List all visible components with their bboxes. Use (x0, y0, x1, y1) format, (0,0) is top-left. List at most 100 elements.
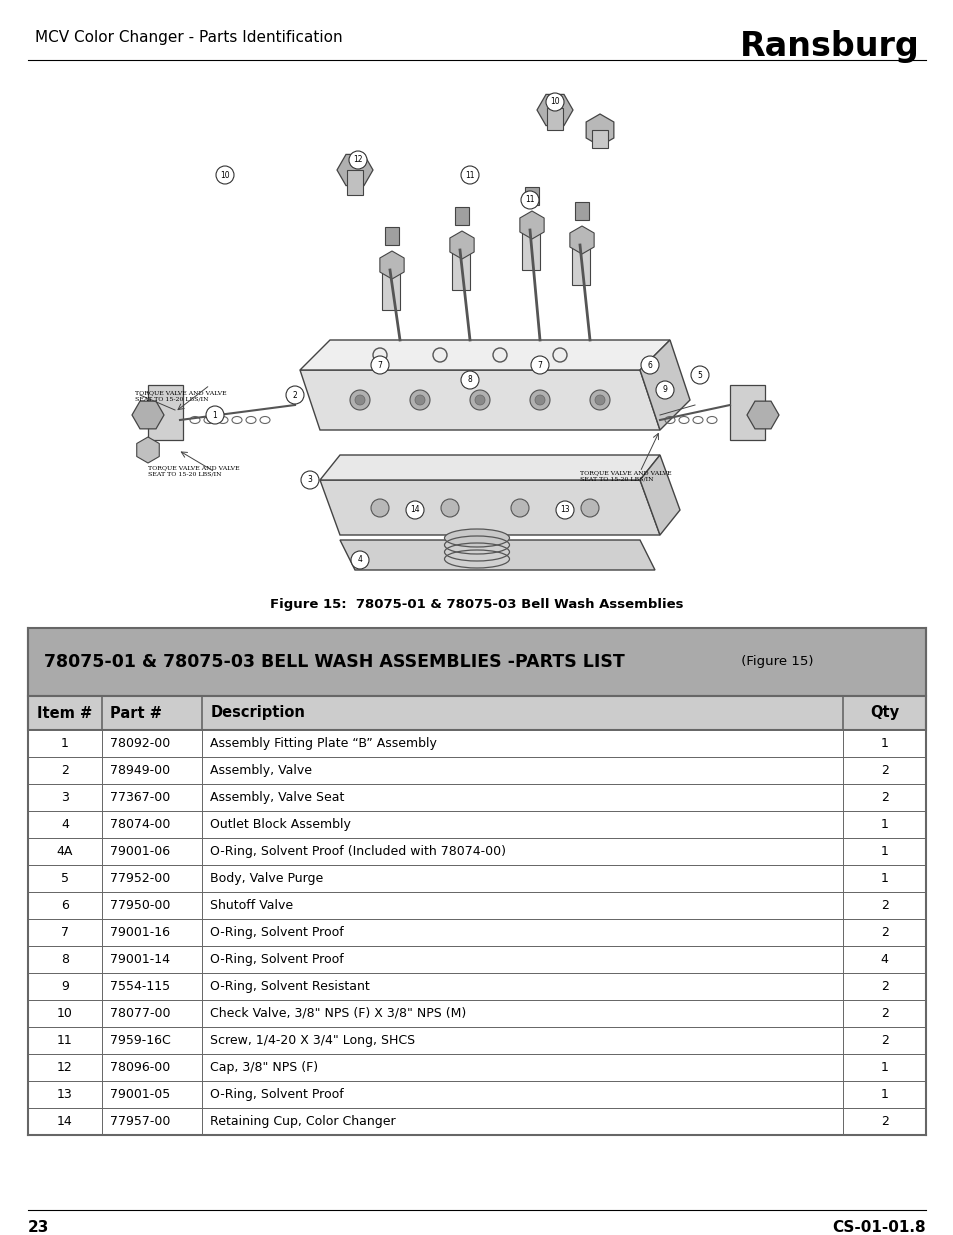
Bar (28, 811, 925, 839)
Text: 2: 2 (880, 790, 887, 804)
Bar (572, 245, 589, 285)
Circle shape (350, 390, 370, 410)
Bar (28, 864, 925, 892)
Bar (148, 385, 183, 440)
Text: 12: 12 (353, 156, 362, 164)
Circle shape (371, 356, 389, 374)
Circle shape (301, 471, 318, 489)
Text: O-Ring, Solvent Proof: O-Ring, Solvent Proof (210, 926, 344, 939)
Text: Qty: Qty (869, 705, 899, 720)
Text: 4: 4 (61, 818, 69, 831)
Circle shape (215, 165, 233, 184)
Polygon shape (450, 231, 474, 259)
Text: 10: 10 (550, 98, 559, 106)
Text: 77367-00: 77367-00 (110, 790, 170, 804)
Text: 11: 11 (525, 195, 535, 205)
Bar (28, 919, 925, 946)
Circle shape (535, 395, 544, 405)
Circle shape (410, 390, 430, 410)
Bar (546, 107, 562, 130)
Text: 7: 7 (377, 361, 382, 369)
Circle shape (286, 387, 304, 404)
Bar (347, 170, 363, 195)
Polygon shape (639, 340, 689, 430)
Text: MCV Color Changer - Parts Identification: MCV Color Changer - Parts Identification (35, 30, 342, 44)
Circle shape (355, 395, 365, 405)
Polygon shape (132, 401, 164, 429)
Text: 8: 8 (61, 953, 69, 966)
Text: 5: 5 (61, 872, 69, 885)
Bar (28, 1108, 925, 1135)
Text: 3: 3 (307, 475, 313, 484)
Text: Assembly, Valve: Assembly, Valve (210, 764, 312, 777)
Text: 7: 7 (537, 361, 542, 369)
Bar (575, 203, 588, 220)
Text: TORQUE VALVE AND VALVE
SEAT TO 15-20 LBS/IN: TORQUE VALVE AND VALVE SEAT TO 15-20 LBS… (135, 390, 227, 401)
Text: 1: 1 (880, 1061, 887, 1074)
Circle shape (545, 93, 563, 111)
Text: 79001-14: 79001-14 (110, 953, 170, 966)
Text: 5: 5 (697, 370, 701, 379)
Text: 10: 10 (220, 170, 230, 179)
Circle shape (371, 499, 389, 517)
Text: 2: 2 (880, 899, 887, 911)
Text: TORQUE VALVE AND VALVE
SEAT TO 15-20 LBS/IN: TORQUE VALVE AND VALVE SEAT TO 15-20 LBS… (579, 471, 671, 482)
Polygon shape (379, 251, 404, 279)
Polygon shape (569, 226, 594, 254)
Text: 13: 13 (57, 1088, 72, 1100)
Polygon shape (639, 454, 679, 535)
Text: 1: 1 (880, 872, 887, 885)
Text: 78075-01 & 78075-03 BELL WASH ASSEMBLIES -PARTS LIST: 78075-01 & 78075-03 BELL WASH ASSEMBLIES… (44, 653, 624, 671)
Circle shape (460, 165, 478, 184)
Text: 6: 6 (647, 361, 652, 369)
Text: 79001-16: 79001-16 (110, 926, 170, 939)
Text: 1: 1 (880, 1088, 887, 1100)
Text: O-Ring, Solvent Proof (Included with 78074-00): O-Ring, Solvent Proof (Included with 780… (210, 845, 506, 858)
Circle shape (531, 356, 548, 374)
Bar (381, 270, 399, 310)
Text: Body, Valve Purge: Body, Valve Purge (210, 872, 323, 885)
Bar (452, 249, 470, 290)
Circle shape (470, 390, 490, 410)
Bar (524, 186, 538, 205)
Circle shape (475, 395, 484, 405)
Text: O-Ring, Solvent Proof: O-Ring, Solvent Proof (210, 1088, 344, 1100)
Text: 6: 6 (61, 899, 69, 911)
Bar (28, 1000, 925, 1028)
Text: Shutoff Valve: Shutoff Valve (210, 899, 293, 911)
Text: 12: 12 (57, 1061, 72, 1074)
Text: 78949-00: 78949-00 (110, 764, 170, 777)
Text: 1: 1 (880, 818, 887, 831)
Polygon shape (746, 401, 779, 429)
Circle shape (415, 395, 424, 405)
Bar (28, 892, 925, 919)
Text: Cap, 3/8" NPS (F): Cap, 3/8" NPS (F) (210, 1061, 318, 1074)
Text: Item #: Item # (37, 705, 92, 720)
Polygon shape (537, 94, 573, 126)
Text: Outlet Block Assembly: Outlet Block Assembly (210, 818, 351, 831)
Circle shape (589, 390, 609, 410)
Bar (28, 1081, 925, 1108)
Text: 10: 10 (57, 1007, 72, 1020)
Circle shape (640, 356, 659, 374)
Bar (28, 839, 925, 864)
Circle shape (511, 499, 529, 517)
Circle shape (440, 499, 458, 517)
Text: 2: 2 (880, 926, 887, 939)
Text: 2: 2 (61, 764, 69, 777)
Circle shape (595, 395, 604, 405)
Text: 2: 2 (880, 1034, 887, 1047)
Text: Assembly, Valve Seat: Assembly, Valve Seat (210, 790, 344, 804)
Text: 7554-115: 7554-115 (110, 981, 170, 993)
Polygon shape (319, 480, 659, 535)
Text: TORQUE VALVE AND VALVE
SEAT TO 15-20 LBS/IN: TORQUE VALVE AND VALVE SEAT TO 15-20 LBS… (148, 466, 239, 477)
Bar (521, 230, 539, 270)
Text: 4: 4 (880, 953, 887, 966)
Text: 1: 1 (61, 737, 69, 750)
Circle shape (349, 151, 367, 169)
Text: CS-01-01.8: CS-01-01.8 (832, 1220, 925, 1235)
Circle shape (556, 501, 574, 519)
Polygon shape (136, 437, 159, 463)
Text: Ransburg: Ransburg (740, 30, 919, 63)
Text: 11: 11 (465, 170, 475, 179)
